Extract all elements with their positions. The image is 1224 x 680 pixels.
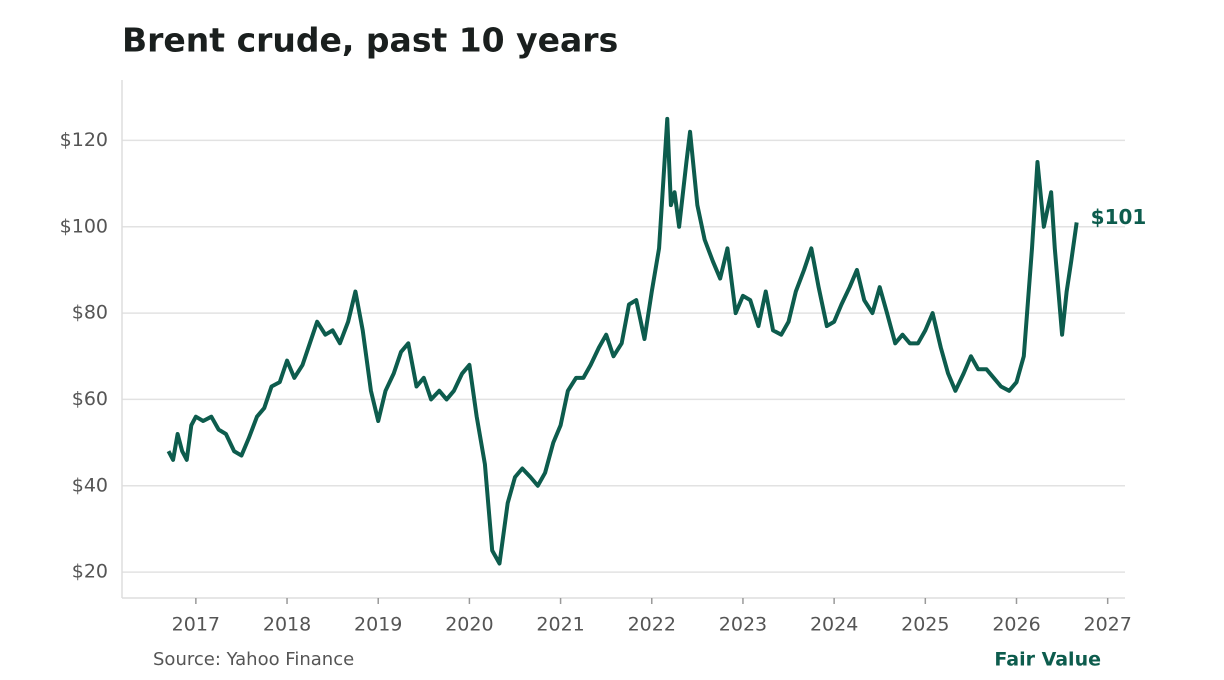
x-tick-label: 2017 [172,614,220,636]
y-tick-label: $80 [72,302,108,324]
x-tick-label: 2020 [445,614,493,636]
y-tick-label: $120 [60,129,108,151]
x-tick-label: 2026 [992,614,1040,636]
x-tick-label: 2027 [1083,614,1131,636]
x-tick-label: 2022 [628,614,676,636]
x-tick-label: 2024 [810,614,858,636]
y-tick-label: $60 [72,388,108,410]
end-label: $101 [1091,205,1147,229]
line [166,116,1079,566]
y-tick-label: $100 [60,215,108,237]
x-tick-label: 2019 [354,614,402,636]
x-tick-label: 2021 [536,614,584,636]
brand: Fair Value [994,649,1101,671]
y-tick-label: $40 [72,474,108,496]
y-tick-label: $20 [72,561,108,583]
source: Source: Yahoo Finance [153,649,354,670]
x-tick-label: 2023 [719,614,767,636]
x-tick-label: 2025 [901,614,949,636]
chart-title: Brent crude, past 10 years [122,21,618,60]
x-tick-label: 2018 [263,614,311,636]
